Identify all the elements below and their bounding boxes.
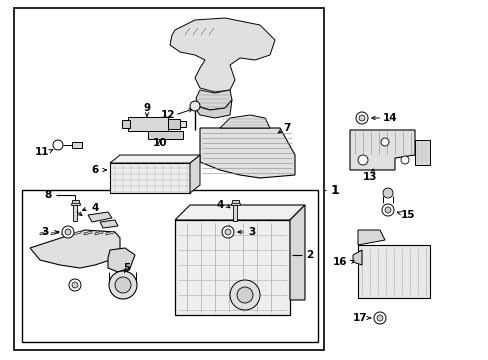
Text: 14: 14 [382,113,397,123]
Bar [71,203,80,205]
Bar [168,119,180,129]
Circle shape [224,229,230,235]
Circle shape [237,287,252,303]
Bar [22,190,317,342]
Polygon shape [110,155,200,163]
Bar [72,200,79,205]
Polygon shape [73,231,81,235]
Bar [128,117,168,131]
Text: 17: 17 [352,313,366,323]
Circle shape [115,277,131,293]
Polygon shape [108,248,135,272]
Circle shape [357,155,367,165]
Polygon shape [349,130,414,170]
Polygon shape [200,128,294,178]
Text: 15: 15 [400,210,414,220]
Text: 8: 8 [44,190,52,200]
Text: 10: 10 [152,138,167,148]
Polygon shape [220,115,269,128]
Text: 4: 4 [216,200,223,210]
Circle shape [384,207,390,213]
Circle shape [72,282,78,288]
Polygon shape [30,230,120,268]
Bar [72,142,82,148]
Circle shape [400,156,408,164]
Bar [232,205,237,221]
Circle shape [65,229,71,235]
Polygon shape [196,90,231,110]
Bar [110,163,190,193]
Bar [148,131,183,139]
Polygon shape [51,231,59,235]
Text: 4: 4 [91,203,99,213]
Circle shape [381,204,393,216]
Polygon shape [106,231,114,235]
Circle shape [222,226,234,238]
Text: 5: 5 [123,263,130,273]
Polygon shape [352,250,361,265]
Polygon shape [190,155,200,193]
Text: 2: 2 [306,250,313,260]
Polygon shape [95,231,103,235]
Circle shape [62,226,74,238]
Text: 9: 9 [143,103,150,113]
Circle shape [53,140,63,150]
Circle shape [373,312,385,324]
Polygon shape [195,100,231,118]
Circle shape [376,315,382,321]
Polygon shape [289,205,305,300]
Text: 3: 3 [248,227,255,237]
Text: 16: 16 [332,257,346,267]
Bar [230,203,240,205]
Circle shape [229,280,260,310]
Bar [168,121,185,127]
Circle shape [358,115,364,121]
Circle shape [382,188,392,198]
Text: 6: 6 [91,165,99,175]
Polygon shape [357,245,429,298]
Circle shape [355,112,367,124]
Circle shape [69,279,81,291]
Text: 13: 13 [362,172,376,182]
Bar [175,220,289,315]
Bar [14,8,324,350]
Bar [73,205,77,221]
Circle shape [190,101,200,111]
Text: 3: 3 [41,227,48,237]
Text: 1: 1 [330,184,339,197]
Polygon shape [175,205,305,220]
Text: 7: 7 [283,123,290,133]
Text: 12: 12 [161,110,175,120]
Polygon shape [170,18,274,92]
Bar [414,140,429,165]
Text: 11: 11 [35,147,49,157]
Circle shape [380,138,388,146]
Polygon shape [62,231,70,235]
Polygon shape [88,212,112,222]
Polygon shape [100,220,118,228]
Polygon shape [357,230,384,245]
Bar [231,200,239,205]
Polygon shape [84,231,92,235]
Polygon shape [40,231,48,235]
Circle shape [109,271,137,299]
Bar [122,120,130,128]
